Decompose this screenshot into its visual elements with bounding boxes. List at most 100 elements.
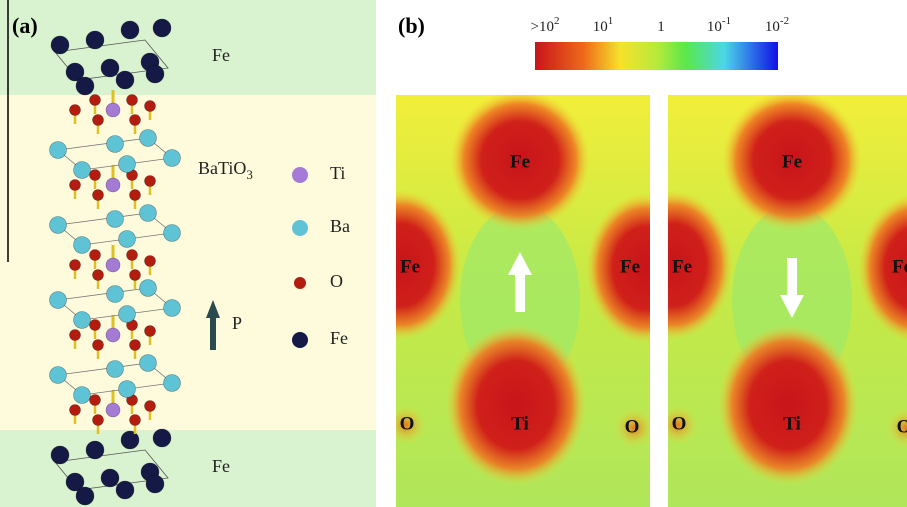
site-label: Fe <box>892 256 907 277</box>
atom <box>140 205 157 222</box>
site-label: Fe <box>620 256 640 277</box>
atom <box>146 475 164 493</box>
atom <box>164 300 181 317</box>
atom <box>145 176 156 187</box>
atom <box>106 178 120 192</box>
panel-label: (a) <box>12 13 38 38</box>
legend-label: Fe <box>330 328 348 348</box>
atom <box>50 142 67 159</box>
atom <box>70 330 81 341</box>
atom <box>119 381 136 398</box>
legend-label: O <box>330 271 343 291</box>
atom <box>90 250 101 261</box>
atom <box>153 19 171 37</box>
atom <box>130 415 141 426</box>
atom <box>86 441 104 459</box>
layer-label: Fe <box>212 456 230 476</box>
atom <box>74 237 91 254</box>
colorbar-label: 10-1 <box>707 15 731 36</box>
atom <box>119 156 136 173</box>
atom <box>70 180 81 191</box>
atom <box>127 250 138 261</box>
site-label: Fe <box>672 256 692 277</box>
atom <box>93 115 104 126</box>
atom <box>74 312 91 329</box>
atom <box>70 260 81 271</box>
atom <box>74 162 91 179</box>
colorbar-exp: 1 <box>608 15 614 27</box>
atom <box>121 21 139 39</box>
atom <box>116 71 134 89</box>
atom <box>76 487 94 505</box>
site-label: Fe <box>510 151 530 172</box>
film-base: BaTiO <box>198 158 246 178</box>
atom <box>101 59 119 77</box>
film-sub: 3 <box>246 167 253 182</box>
legend-label: Ti <box>330 163 345 183</box>
atom <box>106 103 120 117</box>
colorbar-base: 10 <box>765 19 780 35</box>
colorbar-base: >10 <box>531 19 554 35</box>
atom <box>145 101 156 112</box>
atom <box>164 225 181 242</box>
atom <box>164 150 181 167</box>
colorbar-base: 10 <box>593 19 608 35</box>
atom <box>90 320 101 331</box>
atom <box>50 217 67 234</box>
atom <box>101 469 119 487</box>
high-density <box>446 325 586 485</box>
atom <box>70 405 81 416</box>
atom <box>130 190 141 201</box>
atom <box>93 340 104 351</box>
fe-band <box>0 430 376 507</box>
atom <box>50 292 67 309</box>
high-density <box>718 325 858 485</box>
colorbar-label: 10-2 <box>765 15 789 36</box>
site-label: Ti <box>511 413 529 434</box>
atom <box>121 431 139 449</box>
maps: FeFeFeOTiOFeFeFeOTiO <box>341 90 907 507</box>
legend-marker <box>292 220 308 236</box>
atom <box>106 403 120 417</box>
atom <box>107 361 124 378</box>
atom <box>145 401 156 412</box>
atom <box>93 415 104 426</box>
atom <box>140 355 157 372</box>
atom <box>164 375 181 392</box>
atom <box>74 387 91 404</box>
atom <box>146 65 164 83</box>
site-label: O <box>400 413 415 434</box>
atom <box>130 340 141 351</box>
atom <box>50 367 67 384</box>
site-label: O <box>897 416 907 437</box>
colorbar-exp: -1 <box>722 15 731 27</box>
atom <box>107 136 124 153</box>
atom <box>93 270 104 281</box>
legend-marker <box>292 332 308 348</box>
colorbar-base: 1 <box>657 19 665 35</box>
atom <box>90 170 101 181</box>
atom <box>140 280 157 297</box>
atom <box>119 231 136 248</box>
atom <box>76 77 94 95</box>
colorbar-label: 101 <box>593 15 614 36</box>
atom <box>86 31 104 49</box>
atom <box>93 190 104 201</box>
atom <box>106 328 120 342</box>
atom <box>127 95 138 106</box>
legend-marker <box>292 167 308 183</box>
layer-label: Fe <box>212 45 230 65</box>
atom <box>145 326 156 337</box>
figure: (a) Fe Fe BaTiO3 P TiBaOFe (b) >10210111… <box>0 0 907 507</box>
atom <box>106 258 120 272</box>
site-label: Fe <box>400 256 420 277</box>
legend-label: Ba <box>330 216 350 236</box>
atom <box>51 36 69 54</box>
atom <box>119 306 136 323</box>
legend-marker <box>294 277 306 289</box>
colorbar-exp: -2 <box>780 15 789 27</box>
colorbar-exp: 2 <box>554 15 560 27</box>
atom <box>145 256 156 267</box>
